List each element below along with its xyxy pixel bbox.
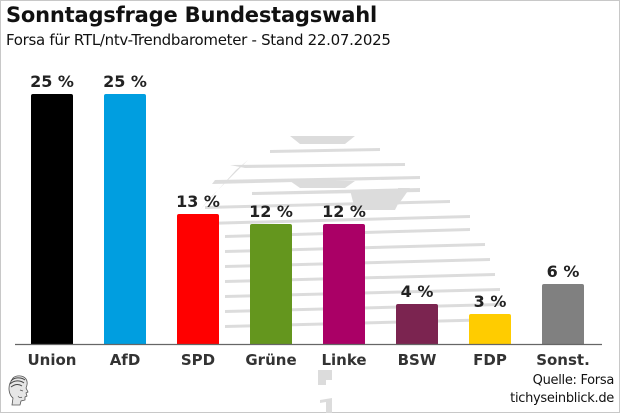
value-label-gr-ne: 12 % xyxy=(249,202,293,221)
bar-spd xyxy=(177,214,219,344)
bar-union xyxy=(31,94,73,344)
category-label-bsw: BSW xyxy=(398,351,437,369)
value-label-spd: 13 % xyxy=(176,192,220,211)
category-label-union: Union xyxy=(28,351,77,369)
value-label-bsw: 4 % xyxy=(401,282,434,301)
bar-sonst xyxy=(542,284,584,344)
category-label-sonst: Sonst. xyxy=(536,351,590,369)
value-label-afd: 25 % xyxy=(103,72,147,91)
bars-group xyxy=(31,94,584,344)
value-label-fdp: 3 % xyxy=(474,292,507,311)
bar-linke xyxy=(323,224,365,344)
chart-subtitle: Forsa für RTL/ntv-Trendbarometer - Stand… xyxy=(6,31,391,49)
classical-head-logo-icon xyxy=(8,375,29,406)
category-labels-group: Union AfD SPD Grüne Linke BSW FDP Sonst. xyxy=(28,351,590,369)
bar-afd xyxy=(104,94,146,344)
category-label-linke: Linke xyxy=(321,351,366,369)
value-labels-group: 25 % 25 % 13 % 12 % 12 % 4 % 3 % 6 % xyxy=(30,72,579,311)
source-label: Quelle: Forsa xyxy=(532,373,615,388)
value-label-sonst: 6 % xyxy=(547,262,580,281)
bar-bsw xyxy=(396,304,438,344)
category-label-gr-ne: Grüne xyxy=(245,351,296,369)
category-label-spd: SPD xyxy=(181,351,215,369)
value-label-union: 25 % xyxy=(30,72,74,91)
value-label-linke: 12 % xyxy=(322,202,366,221)
bar-gr-ne xyxy=(250,224,292,344)
category-label-afd: AfD xyxy=(110,351,141,369)
category-label-fdp: FDP xyxy=(473,351,507,369)
bar-fdp xyxy=(469,314,511,344)
site-label: tichyseinblick.de xyxy=(510,391,614,406)
chart-title: Sonntagsfrage Bundestagswahl xyxy=(6,3,377,27)
